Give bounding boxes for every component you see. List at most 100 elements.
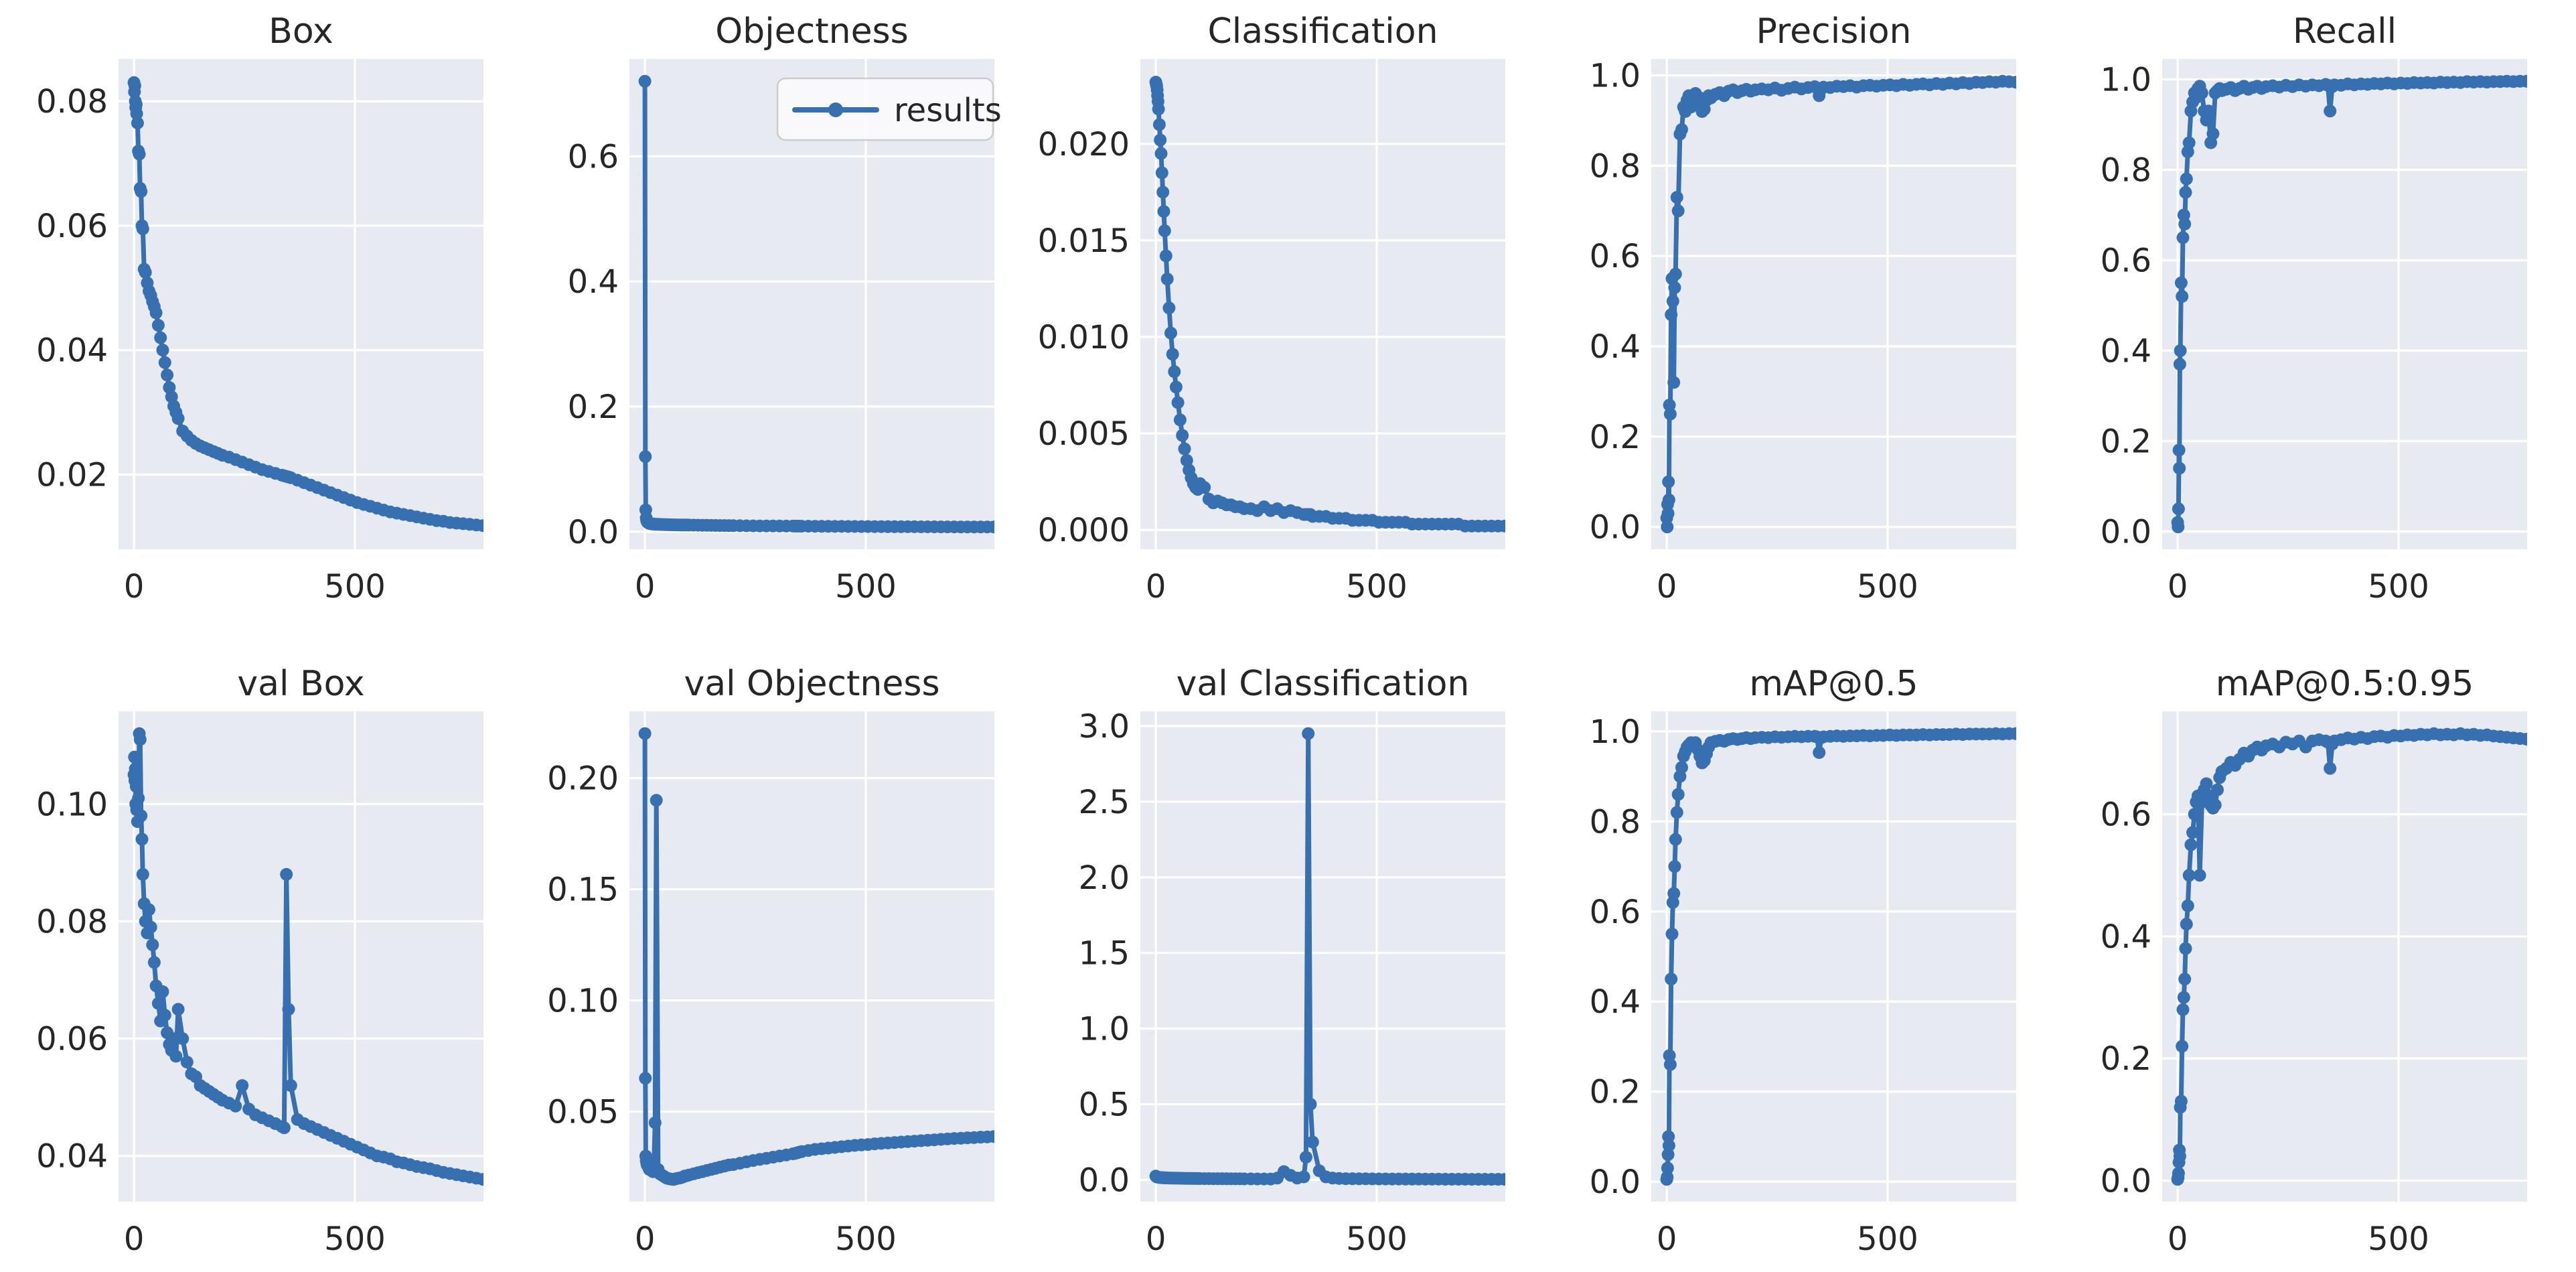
data-point: [1162, 301, 1176, 315]
y-tick-label: 0.15: [547, 871, 619, 909]
data-point: [638, 74, 652, 88]
legend-frame: [776, 77, 994, 141]
y-tick-label: 0.005: [1038, 415, 1130, 453]
data-point: [1661, 1161, 1674, 1175]
y-tick-label: 0.4: [2101, 333, 2151, 370]
data-point: [1661, 507, 1675, 520]
data-point: [2195, 86, 2208, 100]
data-point: [129, 762, 142, 776]
subplot-precision: Precision 0.0 0.2 0.4 0.6 0.8 1.0 0 500: [1590, 11, 2016, 606]
data-point: [1663, 1058, 1677, 1071]
x-tick-label: 500: [1857, 568, 1918, 606]
data-point: [1158, 224, 1171, 237]
data-point: [1178, 442, 1191, 455]
data-point: [158, 356, 171, 369]
data-point: [1670, 806, 1683, 819]
data-point: [149, 306, 163, 320]
data-point: [1671, 204, 1685, 218]
data-point: [229, 1099, 242, 1113]
data-point: [144, 920, 157, 934]
data-point: [1662, 1139, 1675, 1152]
y-tick-label: 0.05: [547, 1094, 619, 1131]
data-point: [156, 344, 169, 357]
data-point: [1498, 519, 1505, 533]
y-tick-label: 0.6: [568, 138, 619, 175]
data-point: [1813, 746, 1826, 759]
y-tick-label: 0.015: [1038, 222, 1130, 260]
x-tick-label: 500: [2368, 1220, 2429, 1258]
y-tick-label: 0.2: [2101, 1040, 2151, 1078]
axes-background: [1140, 59, 1505, 549]
data-point: [1171, 396, 1185, 409]
x-tick-label: 500: [324, 1220, 386, 1258]
data-point: [2324, 104, 2337, 118]
data-point: [180, 1056, 194, 1069]
y-tick-label: 1.0: [2101, 62, 2151, 99]
data-point: [2208, 798, 2222, 812]
x-tick-label: 0: [635, 1220, 656, 1258]
data-point: [2200, 777, 2213, 790]
x-tick-label: 0: [124, 568, 145, 606]
subplot-recall: Recall 0.0 0.2 0.4 0.6 0.8 1.0 0 500: [2101, 11, 2527, 606]
y-tick-label: 0.0: [568, 514, 619, 551]
y-tick-label: 3.0: [1079, 708, 1130, 746]
data-point: [2173, 358, 2186, 371]
data-point: [1662, 475, 1675, 488]
data-point: [1173, 413, 1187, 427]
x-tick-label: 0: [2168, 1220, 2188, 1258]
data-point: [2172, 520, 2185, 534]
data-point: [2178, 973, 2192, 986]
data-point: [2520, 733, 2527, 746]
y-tick-label: 0.8: [1590, 147, 1641, 185]
series-results: [1149, 727, 1505, 1186]
data-point: [1667, 376, 1681, 389]
data-point: [2181, 899, 2194, 912]
data-point: [151, 997, 165, 1010]
data-point: [2184, 838, 2198, 851]
data-point: [1669, 267, 1682, 281]
data-point: [1176, 429, 1189, 442]
data-point: [2009, 727, 2016, 740]
data-point: [1665, 973, 1678, 986]
data-point: [1304, 1098, 1317, 1111]
x-tick-label: 0: [1657, 568, 1677, 606]
data-point: [2177, 991, 2190, 1004]
data-point: [2176, 1040, 2189, 1053]
data-point: [171, 412, 185, 425]
data-point: [176, 1032, 190, 1046]
x-tick-label: 500: [2368, 568, 2429, 606]
data-point: [143, 903, 155, 916]
data-point: [1662, 493, 1675, 506]
subplot-objectness: Objectness 0.0 0.2 0.4 0.6 0 500 results: [568, 11, 1002, 606]
x-tick-label: 0: [635, 568, 656, 606]
data-point: [1666, 295, 1679, 308]
subplot-classification: Classification 0.000 0.005 0.010 0.015 0.020 0…: [1038, 11, 1505, 606]
data-point: [2179, 186, 2192, 199]
data-point: [1156, 186, 1170, 199]
data-point: [167, 1032, 180, 1046]
data-point: [156, 985, 169, 998]
y-tick-label: 1.0: [1590, 58, 1641, 95]
series-results: [2171, 727, 2527, 1186]
data-point: [1661, 520, 1674, 534]
data-point: [1306, 1135, 1319, 1149]
x-tick-label: 500: [1857, 1220, 1918, 1258]
data-point: [1299, 1151, 1312, 1164]
data-point: [2178, 218, 2192, 230]
data-point: [1160, 273, 1174, 285]
y-tick-label: 0.010: [1038, 319, 1130, 356]
y-tick-label: 0.10: [547, 983, 619, 1020]
data-point: [1157, 205, 1170, 218]
data-point: [128, 750, 141, 764]
axes-background: [1140, 711, 1505, 1202]
subplot-title: Objectness: [715, 11, 909, 52]
subplot-title: mAP@0.5:0.95: [2216, 664, 2474, 704]
data-point: [2174, 1094, 2188, 1108]
y-tick-label: 1.0: [1590, 713, 1641, 751]
data-point: [171, 1003, 185, 1016]
y-tick-label: 0.0: [2101, 513, 2151, 551]
data-point: [639, 1072, 652, 1085]
data-point: [2173, 462, 2186, 475]
subplot-map-0-5-0-95: mAP@0.5:0.95 0.0 0.2 0.4 0.6 0 500: [2101, 664, 2527, 1258]
subplot-title: val Classification: [1177, 664, 1470, 704]
